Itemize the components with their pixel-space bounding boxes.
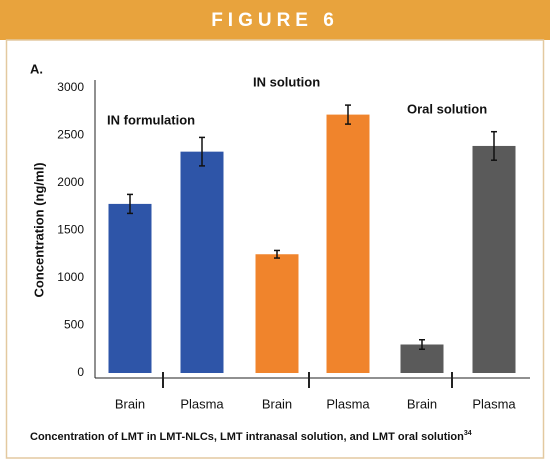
group-label: IN solution xyxy=(253,74,320,89)
x-tick-label: Plasma xyxy=(326,396,370,411)
x-tick-label: Brain xyxy=(407,396,437,411)
bar xyxy=(326,114,370,373)
x-tick-label: Brain xyxy=(262,396,292,411)
caption-ref: 34 xyxy=(464,430,472,437)
panel-label: A. xyxy=(30,61,43,76)
y-tick-label: 1500 xyxy=(57,223,84,237)
group-label: IN formulation xyxy=(107,112,195,127)
y-tick-label: 3000 xyxy=(57,80,84,94)
caption-text: Concentration of LMT in LMT-NLCs, LMT in… xyxy=(30,431,464,443)
x-tick-label: Plasma xyxy=(180,396,224,411)
y-tick-label: 2000 xyxy=(57,175,84,189)
x-tick-label: Brain xyxy=(115,396,145,411)
header: FIGURE 6 xyxy=(211,10,339,31)
caption: Concentration of LMT in LMT-NLCs, LMT in… xyxy=(30,430,472,443)
y-axis-label: Concentration (ng/ml) xyxy=(31,162,46,297)
panel-border xyxy=(5,39,545,459)
group-label: Oral solution xyxy=(407,101,487,116)
bar xyxy=(180,151,224,373)
y-tick-label: 1000 xyxy=(57,270,84,284)
header-band xyxy=(0,0,550,40)
bar xyxy=(472,145,516,373)
bar xyxy=(108,203,152,373)
y-tick-label: 0 xyxy=(77,365,84,379)
y-tick-label: 2500 xyxy=(57,128,84,142)
x-tick-label: Plasma xyxy=(472,396,516,411)
y-tick-label: 500 xyxy=(64,318,84,332)
bar xyxy=(255,254,299,373)
